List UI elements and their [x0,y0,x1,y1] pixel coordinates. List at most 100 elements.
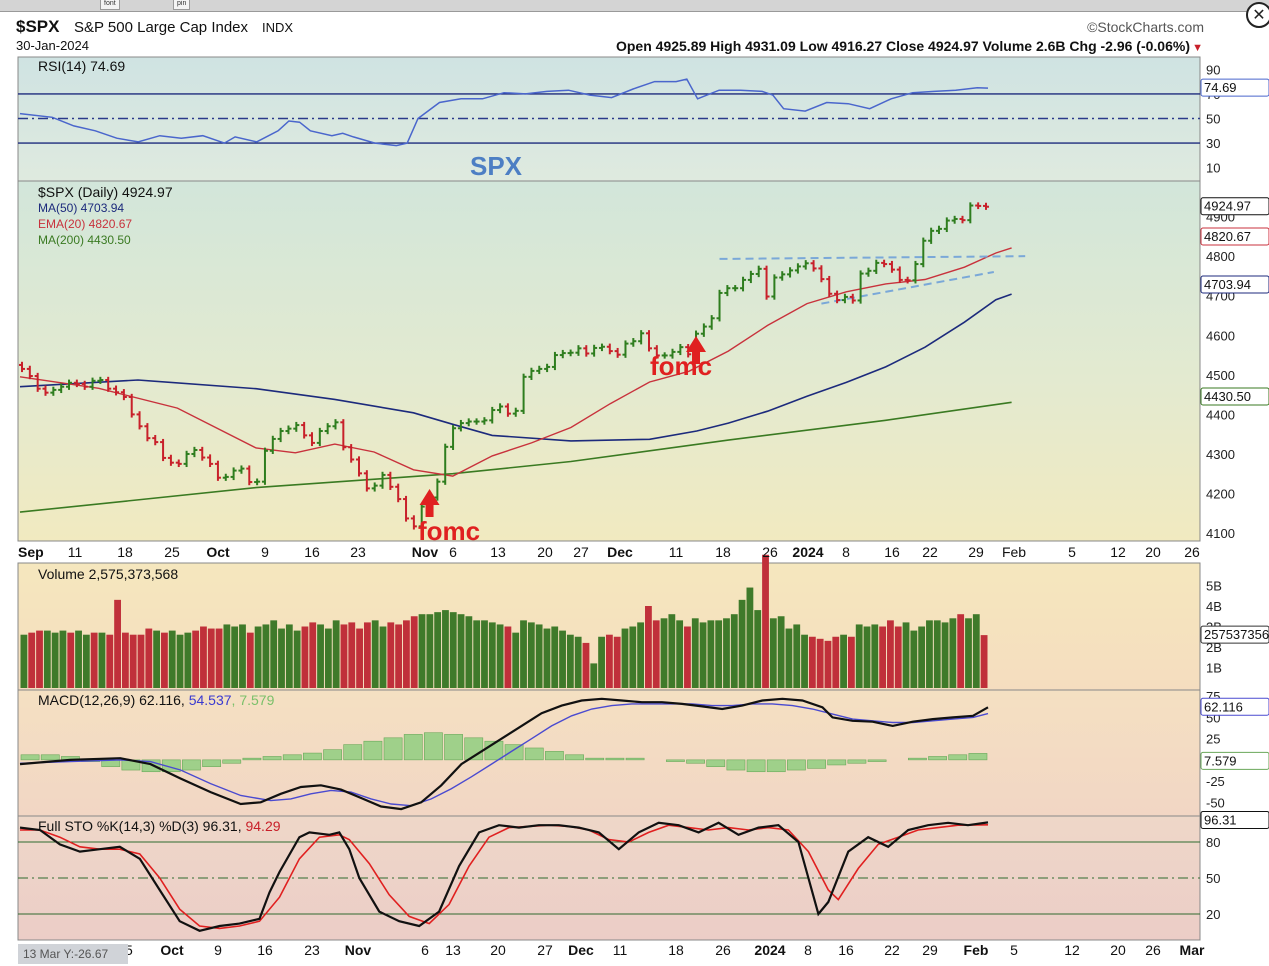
macd-histogram-bar [161,759,181,773]
volume-bar [551,626,559,688]
stochastics-title-d: 94.29 [245,818,280,834]
macd-histogram-bar [746,759,766,773]
volume-y-tick-0: 5B [1206,579,1222,594]
volume-bar [278,628,285,688]
legend-ma50: MA(50) 4703.94 [38,201,124,215]
sto-x-tick-24: Mar [1180,942,1205,958]
sto-x-tick-18: 29 [922,942,938,958]
volume-bar [231,626,239,688]
volume-bar [730,614,738,688]
macd-histogram-bar [504,744,524,761]
macd-histogram-bar [242,757,262,761]
macd-histogram-bar [363,740,383,761]
volume-bar [20,634,28,688]
sto-x-tick-5: Nov [345,942,372,958]
volume-bar [504,626,512,688]
volume-bar [637,622,645,688]
macd-title-signal: 54.537 [189,692,232,708]
volume-bar [36,630,43,688]
sto-x-tick-3: 16 [257,942,273,958]
window-top-strip: font pin [0,0,1269,12]
volume-value-tag: 2575373568 [1204,627,1269,642]
trendline-0 [719,255,1026,260]
macd-hist-value-tag: 7.579 [1204,753,1237,768]
volume-bar [137,634,145,688]
price-x-tick-5: 9 [261,544,269,560]
volume-y-tick-3: 2B [1206,640,1222,655]
macd-histogram-bar [666,759,685,762]
volume-bar [129,634,137,688]
price-last-tag-box [1200,197,1269,216]
volume-bar [926,620,933,688]
volume-bar [184,632,192,688]
price-x-tick-3: 25 [164,544,180,560]
sto-x-tick-22: 20 [1110,942,1126,958]
sto-x-tick-7: 13 [445,942,461,958]
sto-x-tick-14: 2024 [754,942,785,958]
volume-bar [449,612,457,688]
volume-bar [840,634,847,688]
volume-bar [512,632,520,688]
macd-y-tick-5: -50 [1206,795,1225,810]
volume-bar [223,624,231,688]
sto-x-tick-2: 9 [214,942,222,958]
price-x-tick-14: 11 [669,544,684,560]
price-x-tick-19: 16 [884,544,900,560]
volume-bar [363,622,371,688]
sto-x-tick-21: 12 [1064,942,1080,958]
price-x-tick-22: Feb [1002,544,1026,560]
volume-bar [410,616,418,688]
volume-bar [387,622,395,688]
macd-histogram-bar [303,752,322,761]
window-tab-font[interactable]: font [100,0,120,10]
volume-bar [832,636,840,688]
volume-bar [816,638,824,688]
price-x-tick-12: 27 [573,544,589,560]
price-x-tick-4: Oct [206,544,230,560]
volume-bar [691,618,699,688]
close-icon[interactable]: ✕ [1246,2,1269,28]
macd-title-histogram: , 7.579 [232,692,275,708]
volume-bar [699,622,707,688]
trendline-1 [821,271,995,305]
volume-bar [161,632,168,688]
sto-x-tick-20: 5 [1010,942,1018,958]
volume-bar [309,622,317,688]
price-title: $SPX (Daily) 4924.97 [38,184,173,200]
volume-bar [98,632,106,688]
price-y-tick-4: 4500 [1206,368,1235,383]
volume-bar [535,624,543,688]
macd-title-main: MACD(12,26,9) 62.116, [38,692,189,708]
volume-bar [808,636,816,688]
volume-bar [254,626,262,688]
sto-k-line [19,821,989,932]
sto-y-tick-0: 80 [1206,835,1220,850]
legend-ma200: MA(200) 4430.50 [38,233,131,247]
volume-bar [847,636,855,688]
brand-label: ©StockCharts.com [1087,19,1204,35]
volume-bar [418,614,426,688]
price-y-tick-8: 4100 [1206,526,1235,541]
volume-bar [566,634,574,688]
volume-bar [887,620,894,688]
price-y-tick-3: 4600 [1206,328,1235,343]
sto-value-tag-box [1200,810,1269,829]
volume-bar [239,624,246,688]
rsi-y-tick-4: 10 [1206,161,1220,176]
volume-bar [293,630,301,688]
sto-x-tick-17: 22 [884,942,900,958]
macd-histogram-bar [968,753,988,761]
volume-bar [933,620,941,688]
sto-x-tick-13: 26 [715,942,731,958]
ma50-value-tag: 4703.94 [1204,277,1251,292]
volume-bar [855,624,863,688]
fomc-arrow-icon [419,489,440,517]
volume-bar [965,618,972,688]
volume-bar [613,636,621,688]
price-last-tag: 4924.97 [1204,199,1251,214]
macd-histogram-bar [726,759,746,771]
macd-histogram-bar [766,759,786,773]
volume-bar [715,620,723,688]
window-tab-pin[interactable]: pin [173,0,191,10]
macd-histogram-bar [403,734,423,761]
